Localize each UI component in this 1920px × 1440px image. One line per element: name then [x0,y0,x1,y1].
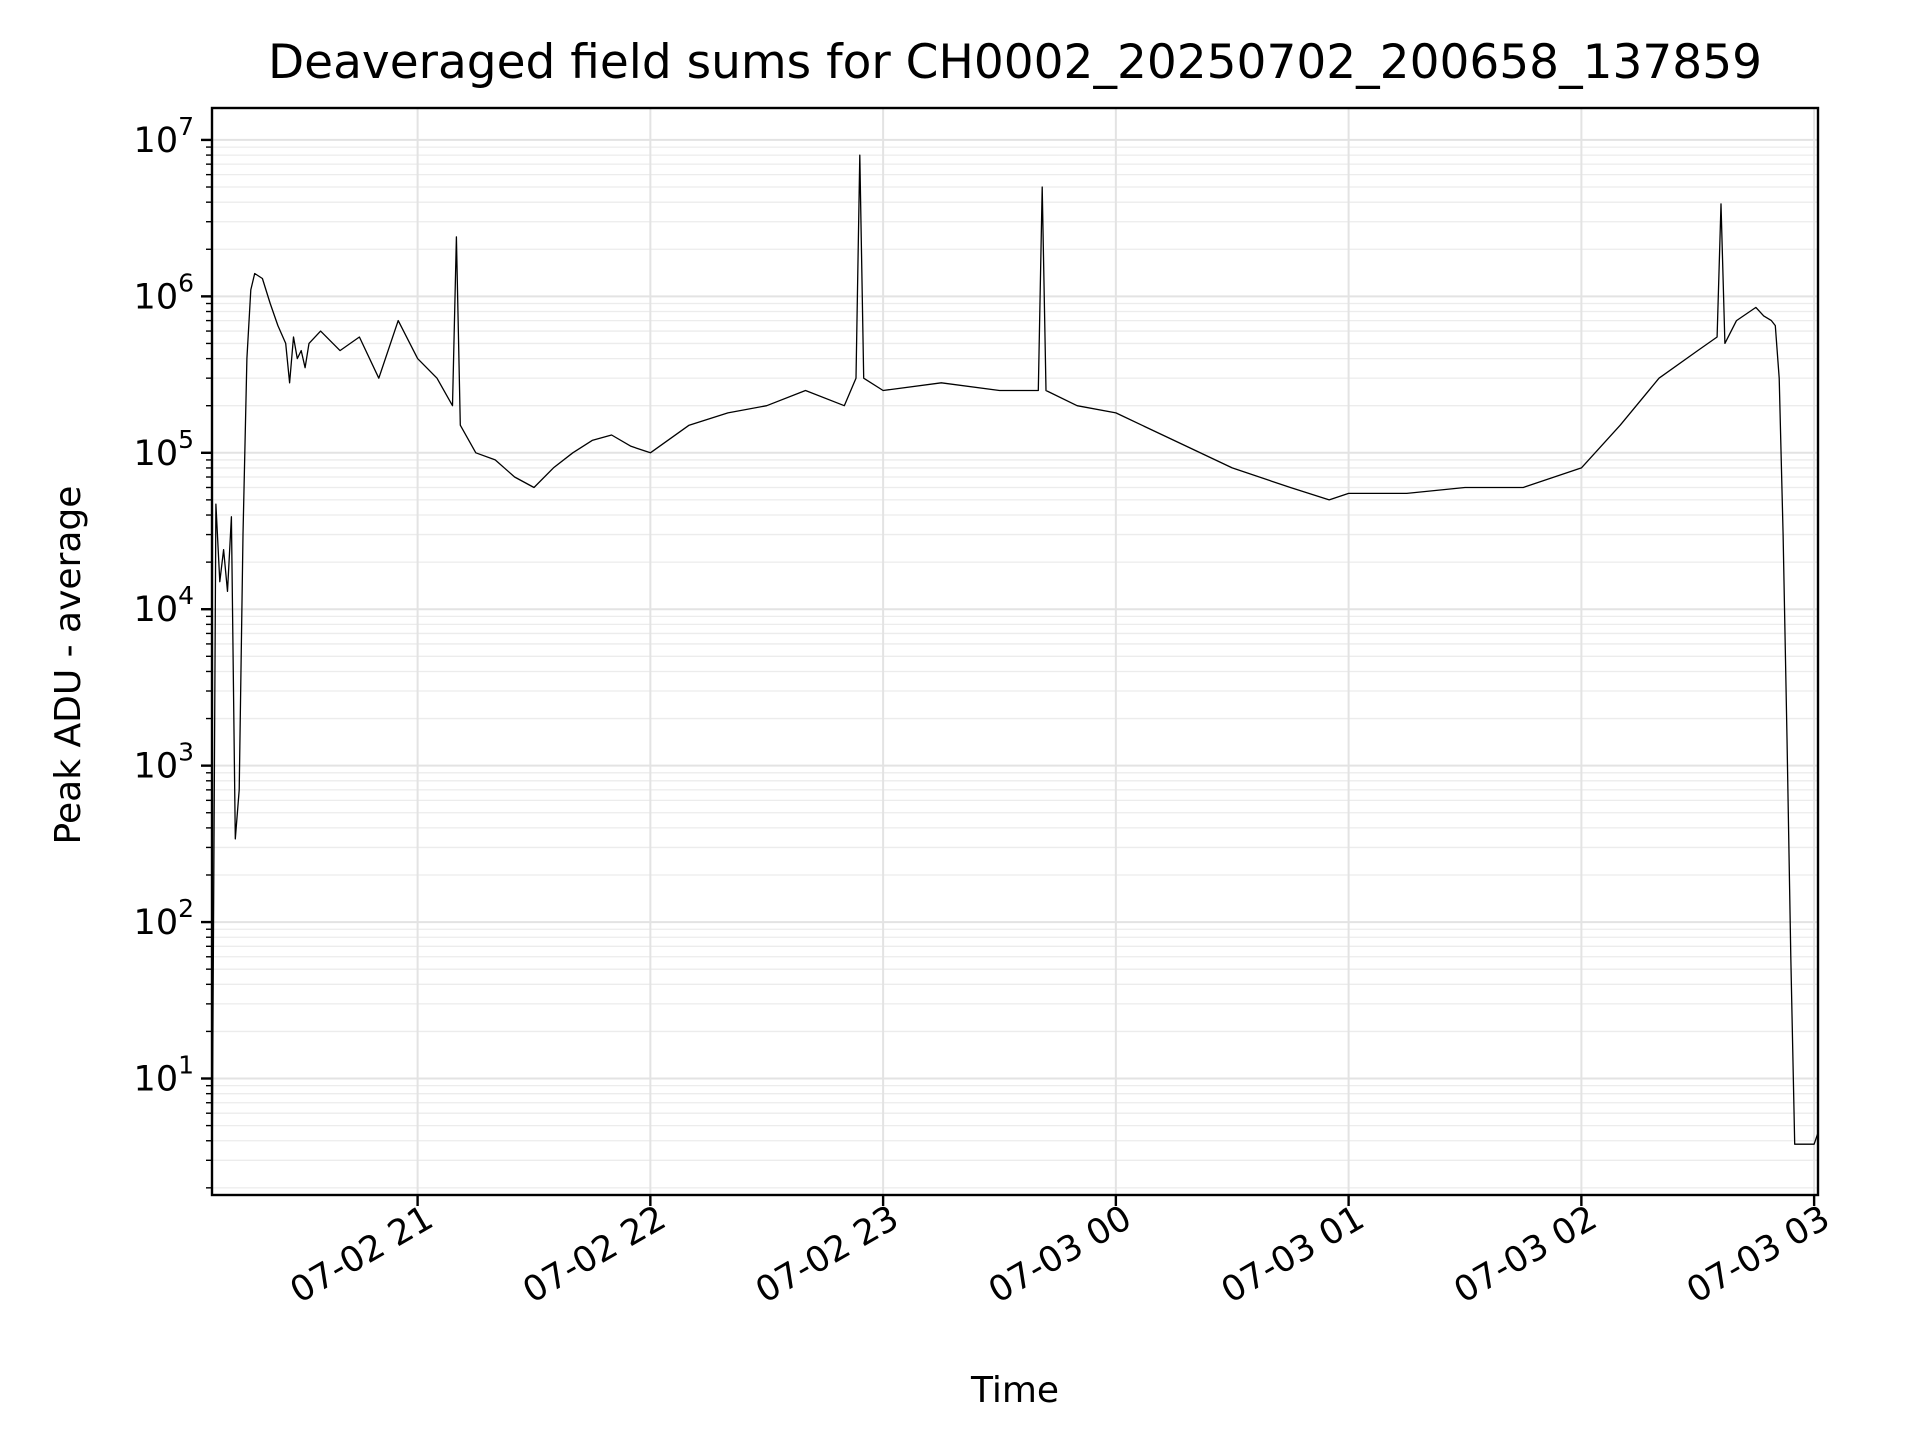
y-tick-label: 101 [134,1051,194,1100]
y-tick-exponent: 7 [178,112,194,141]
y-tick-base: 10 [134,1060,179,1100]
y-tick-label: 106 [134,268,194,317]
y-tick-label: 103 [134,738,194,787]
y-axis-label: Peak ADU - average [48,486,89,845]
y-tick-label: 104 [134,581,194,630]
series-layer [211,154,1819,1196]
y-tick-exponent: 5 [178,425,194,454]
x-tick-label: 07-02 23 [749,1198,905,1311]
y-tick-exponent: 2 [178,894,194,923]
grid [212,108,1818,1195]
y-tick-base: 10 [134,277,179,317]
x-tick-label: 07-02 21 [284,1198,440,1311]
x-tick-label: 07-03 02 [1448,1198,1604,1311]
plot-frame [210,106,1820,1197]
y-tick-exponent: 3 [178,738,194,767]
x-tick-label: 07-03 01 [1215,1198,1371,1311]
y-tick-base: 10 [134,903,179,943]
series-line [211,154,1819,1196]
y-tick-label: 102 [134,894,194,943]
y-tick-base: 10 [134,434,179,474]
y-tick-base: 10 [134,747,179,787]
y-tick-label: 107 [134,112,194,161]
y-tick-exponent: 1 [178,1051,194,1080]
x-tick-label: 07-03 00 [982,1198,1138,1311]
y-tick-base: 10 [134,590,179,630]
chart-title: Deaveraged field sums for CH0002_2025070… [268,35,1762,90]
y-tick-exponent: 4 [178,581,194,610]
x-tick-label: 07-03 03 [1680,1198,1836,1311]
y-tick-exponent: 6 [178,268,194,297]
axis-ticks [201,138,1816,1206]
x-tick-label: 07-02 22 [517,1198,673,1311]
x-axis-label: Time [970,1370,1059,1411]
y-tick-base: 10 [134,121,179,161]
y-tick-label: 105 [134,425,194,474]
